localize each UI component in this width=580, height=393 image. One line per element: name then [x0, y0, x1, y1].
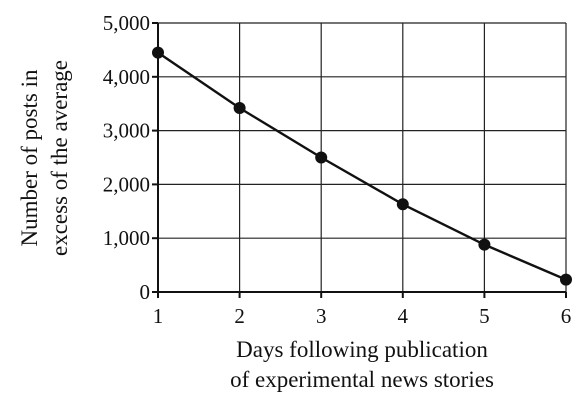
y-tick-label-1: 1,000 [103, 226, 150, 250]
y-tick-label-3: 3,000 [103, 119, 150, 143]
x-tick-label-5: 6 [561, 304, 572, 328]
axes [152, 22, 567, 298]
y-tick-label-2: 2,000 [103, 172, 150, 196]
x-axis-title-line-2: of experimental news stories [230, 367, 494, 392]
y-axis-title-line-2: excess of the average [47, 60, 72, 256]
y-tick-label-0: 0 [140, 280, 151, 304]
data-point-0-3 [396, 198, 409, 211]
y-tick-label-4: 4,000 [103, 65, 150, 89]
grid-lines [157, 22, 567, 293]
x-tick-label-0: 1 [153, 304, 164, 328]
y-axis-title-line-1: Number of posts in [17, 69, 42, 246]
y-tick-labels: 0 1,000 2,000 3,000 4,000 5,000 [103, 11, 150, 304]
data-point-0-4 [478, 238, 491, 251]
x-axis-title-line-1: Days following publication [236, 337, 488, 362]
data-point-0-0 [152, 46, 164, 59]
series-line-0 [157, 51, 567, 281]
y-tick-label-5: 5,000 [103, 11, 150, 35]
data-point-0-1 [233, 102, 246, 115]
x-tick-label-1: 2 [234, 304, 245, 328]
x-tick-label-2: 3 [316, 304, 327, 328]
x-tick-label-4: 5 [479, 304, 490, 328]
x-tick-label-3: 4 [398, 304, 409, 328]
data-point-0-5 [560, 273, 572, 286]
data-point-0-2 [315, 151, 328, 164]
series-group [152, 46, 572, 286]
x-tick-labels: 1 2 3 4 5 6 [153, 304, 572, 328]
